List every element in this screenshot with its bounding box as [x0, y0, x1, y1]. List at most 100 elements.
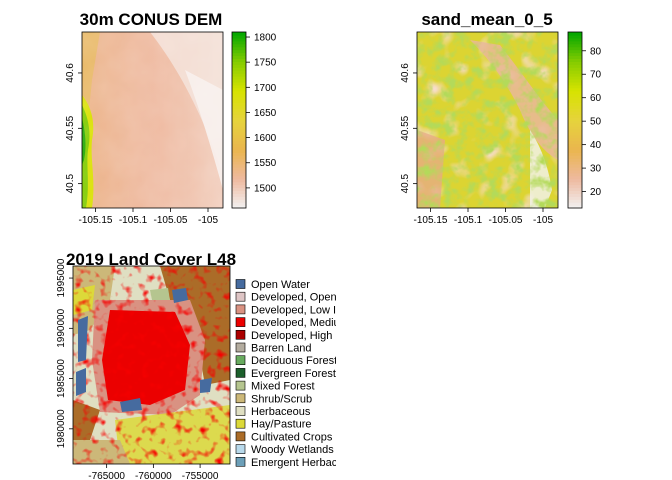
dem-colorbar-segment — [232, 140, 246, 145]
sand-colorbar-segment — [568, 149, 582, 153]
dem-colorbar-segment — [232, 52, 246, 57]
dem-colorbar-segment — [232, 93, 246, 98]
dem-colorbar-segment — [232, 199, 246, 203]
sand-colorbar-segment — [568, 78, 582, 83]
sand-colorbar-segment — [568, 140, 582, 145]
landcover-x-tick-label: -755000 — [182, 471, 219, 480]
dem-colorbar-segment — [232, 164, 246, 168]
sand-colorbar-label: 20 — [590, 187, 602, 198]
dem-colorbar-segment — [232, 205, 246, 209]
sand-colorbar-segment — [568, 128, 582, 133]
dem-frame — [81, 31, 224, 209]
sand-colorbar-segment — [568, 187, 582, 191]
sand-colorbar-segment — [568, 131, 582, 136]
sand-colorbar-segment — [568, 196, 582, 200]
dem-colorbar-segment — [232, 90, 246, 95]
legend-swatch — [235, 393, 246, 404]
sand-y-axis: 40.5 40.55 40.6 — [400, 63, 417, 193]
dem-colorbar-label: 1750 — [254, 58, 277, 69]
dem-colorbar-label: 1650 — [254, 108, 277, 119]
sand-colorbar-segment — [568, 105, 582, 109]
sand-colorbar-segment — [568, 164, 582, 168]
legend-label: Developed, Mediu — [251, 317, 340, 329]
sand-x-axis: -105.15 -105.1 -105.05 -105 — [414, 208, 553, 226]
dem-colorbar-segment — [232, 108, 246, 112]
dem-y-axis: 40.5 40.55 40.6 — [65, 63, 82, 193]
dem-colorbar-segment — [232, 169, 246, 174]
dem-colorbar-segment — [232, 202, 246, 206]
sand-colorbar-segment — [568, 96, 582, 101]
dem-title: 30m CONUS DEM — [80, 10, 223, 29]
dem-colorbar-segment — [232, 70, 246, 74]
dem-colorbar-segment — [232, 105, 246, 109]
sand-colorbar-segment — [568, 125, 582, 130]
dem-colorbar-frame — [231, 31, 247, 209]
dem-colorbar-segment — [232, 67, 246, 71]
sand-x-tick-label: -105 — [533, 215, 553, 226]
dem-colorbar-segment — [232, 175, 246, 180]
dem-x-axis: -105.15 -105.1 -105.05 -105 — [79, 208, 218, 226]
sand-colorbar-segment — [568, 181, 582, 186]
sand-raster — [417, 32, 558, 208]
sand-colorbar-segment — [568, 122, 582, 127]
dem-raster — [82, 32, 223, 208]
legend-label: Herbaceous — [251, 406, 311, 418]
dem-colorbar-segment — [232, 152, 246, 156]
dem-colorbar-label: 1600 — [254, 133, 277, 144]
dem-colorbar-segment — [232, 46, 246, 51]
sand-colorbar-label: 40 — [590, 140, 602, 151]
sand-colorbar-segment — [568, 117, 582, 121]
dem-colorbar-segment — [232, 73, 246, 77]
legend-swatch — [235, 291, 246, 302]
legend-label: Open Water — [251, 279, 310, 291]
sand-colorbar-segment — [568, 172, 582, 177]
dem-colorbar-segment — [232, 37, 246, 42]
dem-x-tick-label: -105.05 — [154, 215, 188, 226]
legend-swatch — [235, 304, 246, 315]
sand-colorbar-segment — [568, 184, 582, 189]
dem-x-tick-label: -105.1 — [119, 215, 148, 226]
landcover-raster — [73, 266, 230, 464]
dem-colorbar-segment — [232, 78, 246, 83]
legend-label: Hay/Pasture — [251, 419, 312, 431]
sand-colorbar-segment — [568, 146, 582, 150]
legend-swatch — [235, 329, 246, 340]
landcover-y-axis: 1980000 1985000 1990000 1995000 — [56, 258, 73, 448]
legend-swatch — [235, 317, 246, 327]
dem-colorbar-segment — [232, 96, 246, 101]
dem-y-tick-label: 40.55 — [65, 115, 76, 140]
legend-label: Developed, Open — [251, 292, 337, 304]
dem-colorbar-segment — [232, 184, 246, 189]
dem-colorbar-segment — [232, 134, 246, 139]
sand-colorbar-segment — [568, 73, 582, 77]
dem-colorbar-segment — [232, 190, 246, 194]
sand-colorbar-segment — [568, 193, 582, 197]
landcover-x-axis: -765000 -760000 -755000 — [88, 464, 219, 480]
legend-swatch — [235, 342, 246, 353]
landcover-panel: 2019 Land Cover L48 -765000 -760000 -75500… — [56, 250, 340, 480]
dem-colorbar-segment — [232, 34, 246, 39]
dem-panel: 30m CONUS DEM -105.15 -105.1 -105.05 -105 4… — [65, 10, 277, 226]
legend-swatch — [235, 456, 246, 467]
dem-colorbar-segment — [232, 161, 246, 165]
landcover-y-tick-label: 1990000 — [56, 308, 67, 347]
dem-colorbar-segment — [232, 187, 246, 191]
sand-colorbar-segment — [568, 70, 582, 74]
legend-label: Shrub/Scrub — [251, 393, 312, 405]
sand-colorbar-segment — [568, 205, 582, 209]
sand-colorbar-segment — [568, 178, 582, 183]
legend-label: Mixed Forest — [251, 381, 315, 393]
landcover-title: 2019 Land Cover L48 — [66, 250, 236, 269]
dem-colorbar-label: 1500 — [254, 183, 277, 194]
legend-label: Cultivated Crops — [251, 431, 333, 443]
dem-colorbar-segment — [232, 155, 246, 159]
sand-colorbar-label: 70 — [590, 70, 602, 81]
dem-colorbar-segment — [232, 76, 246, 80]
legend-label: Developed, High I — [251, 330, 338, 342]
sand-frame — [416, 31, 559, 209]
sand-colorbar-segment — [568, 166, 582, 171]
sand-colorbar-segment — [568, 90, 582, 95]
dem-colorbar-segment — [232, 181, 246, 186]
